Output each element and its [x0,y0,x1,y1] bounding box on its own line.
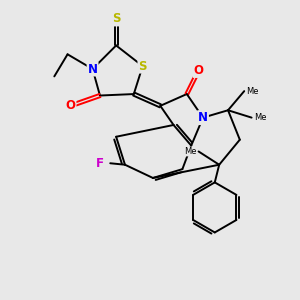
Text: O: O [65,99,76,112]
Text: S: S [112,13,120,26]
Text: F: F [96,157,104,170]
Text: N: N [198,111,208,124]
Text: Me: Me [254,113,266,122]
Text: O: O [194,64,204,77]
Text: S: S [138,60,147,73]
Text: N: N [88,62,98,76]
Text: Me: Me [247,87,259,96]
Text: Me: Me [184,147,196,156]
